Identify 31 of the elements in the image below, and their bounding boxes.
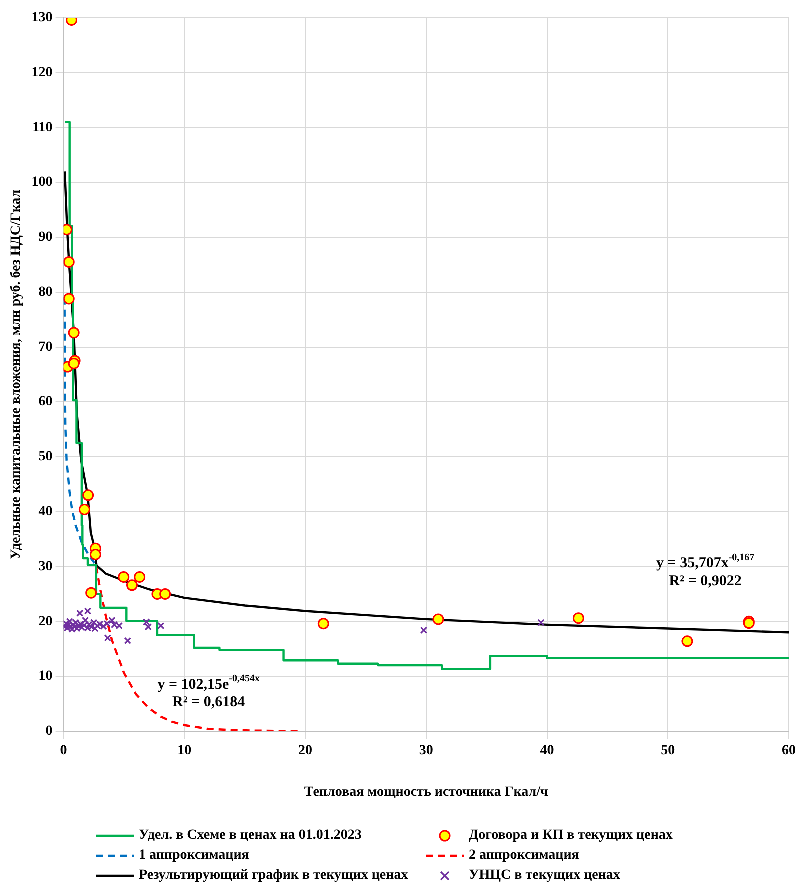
x-tick-label: 40 <box>540 743 554 758</box>
y-tick-label: 0 <box>46 724 53 740</box>
legend-label: 1 аппроксимация <box>139 848 250 864</box>
y-tick-label: 70 <box>38 340 53 355</box>
y-tick-label: 20 <box>38 614 53 630</box>
x-tick-label: 50 <box>661 743 676 758</box>
legend-label: УНЦС в текущих ценах <box>469 868 620 884</box>
x-tick-label: 0 <box>60 743 68 758</box>
annotation: R² = 0,9022 <box>669 573 742 590</box>
y-tick-label: 10 <box>38 669 53 684</box>
annotation: R² = 0,6184 <box>172 694 246 711</box>
legend-label: Удел. в Схеме в ценах на 01.01.2023 <box>139 828 362 844</box>
y-tick-label: 130 <box>32 10 53 26</box>
y-tick-label: 30 <box>38 559 53 574</box>
x-tick-label: 30 <box>419 743 434 758</box>
legend-label: Результирующий график в текущих ценах <box>139 868 408 884</box>
x-tick-label: 60 <box>782 743 796 758</box>
legend-label: Договора и КП в текущих ценах <box>469 828 673 844</box>
x-axis-title: Тепловая мощность источника Гкал/ч <box>304 785 548 800</box>
x-tick-label: 10 <box>178 743 192 758</box>
legend-label: 2 аппроксимация <box>469 848 580 864</box>
y-tick-label: 110 <box>32 120 53 136</box>
y-axis-title: Удельные капитальные вложения, млн руб. без НДС/Гкал <box>9 190 24 560</box>
y-tick-label: 90 <box>38 230 53 246</box>
y-tick-label: 40 <box>38 504 53 520</box>
y-tick-label: 120 <box>32 65 53 80</box>
y-tick-label: 50 <box>38 450 53 465</box>
y-tick-label: 80 <box>38 284 53 300</box>
x-tick-label: 20 <box>298 743 313 758</box>
y-tick-label: 60 <box>38 394 53 410</box>
y-tick-label: 100 <box>32 175 53 190</box>
